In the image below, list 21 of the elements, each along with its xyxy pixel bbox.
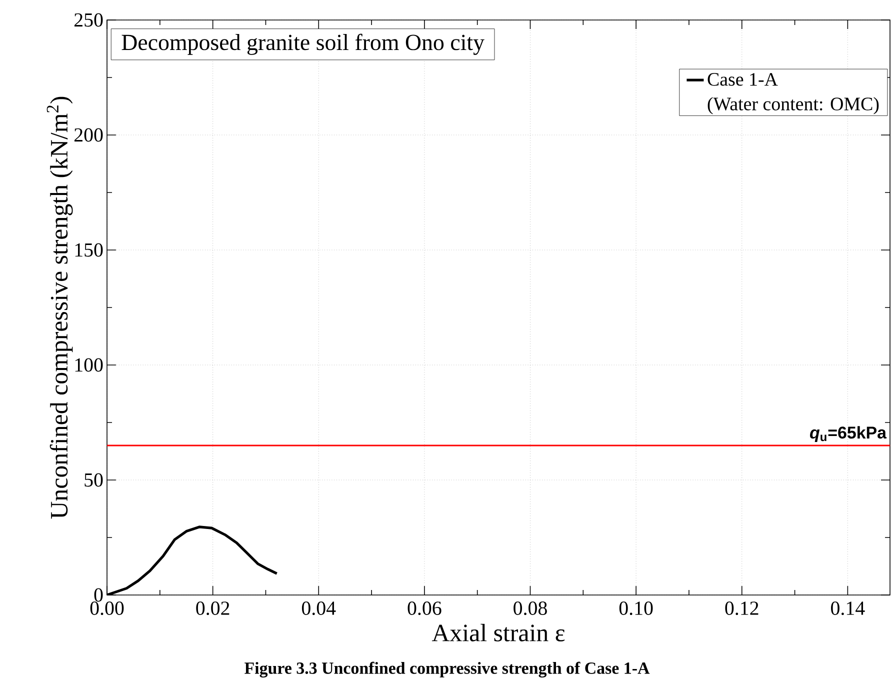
x-tick-label: 0.00 bbox=[90, 602, 124, 616]
y-tick-label: 250 bbox=[74, 13, 103, 27]
x-tick-label: 0.10 bbox=[619, 602, 653, 616]
x-axis-title: Axial strain ε bbox=[432, 624, 565, 642]
y-tick-label: 0 bbox=[94, 588, 103, 602]
y-axis-title: Unconfined compressive strength (kN/m$^{2}$) bbox=[46, 96, 73, 519]
x-tick-label: 0.12 bbox=[725, 602, 758, 616]
legend-label: Case 1-A bbox=[708, 73, 778, 86]
y-tick-label: 100 bbox=[75, 358, 103, 372]
x-tick-label: 0.04 bbox=[302, 602, 336, 616]
text: Decomposed granite soil from Ono city bbox=[122, 34, 484, 55]
x-tick-label: 0.08 bbox=[514, 602, 547, 616]
annotation: (Water content: OMC) bbox=[708, 97, 879, 114]
x-tick-label: 0.14 bbox=[831, 602, 865, 616]
y-tick-label: 200 bbox=[74, 128, 103, 142]
y-tick-label: 150 bbox=[75, 243, 103, 257]
y-tick-label: 50 bbox=[84, 473, 103, 487]
x-tick-label: 0.06 bbox=[408, 602, 442, 616]
ref-line-label: q$_{u}$=65kPa bbox=[810, 426, 887, 442]
x-tick-label: 0.02 bbox=[196, 602, 230, 616]
caption: Figure 3.3 Unconfined compressive strength of Case 1-A bbox=[244, 662, 650, 678]
